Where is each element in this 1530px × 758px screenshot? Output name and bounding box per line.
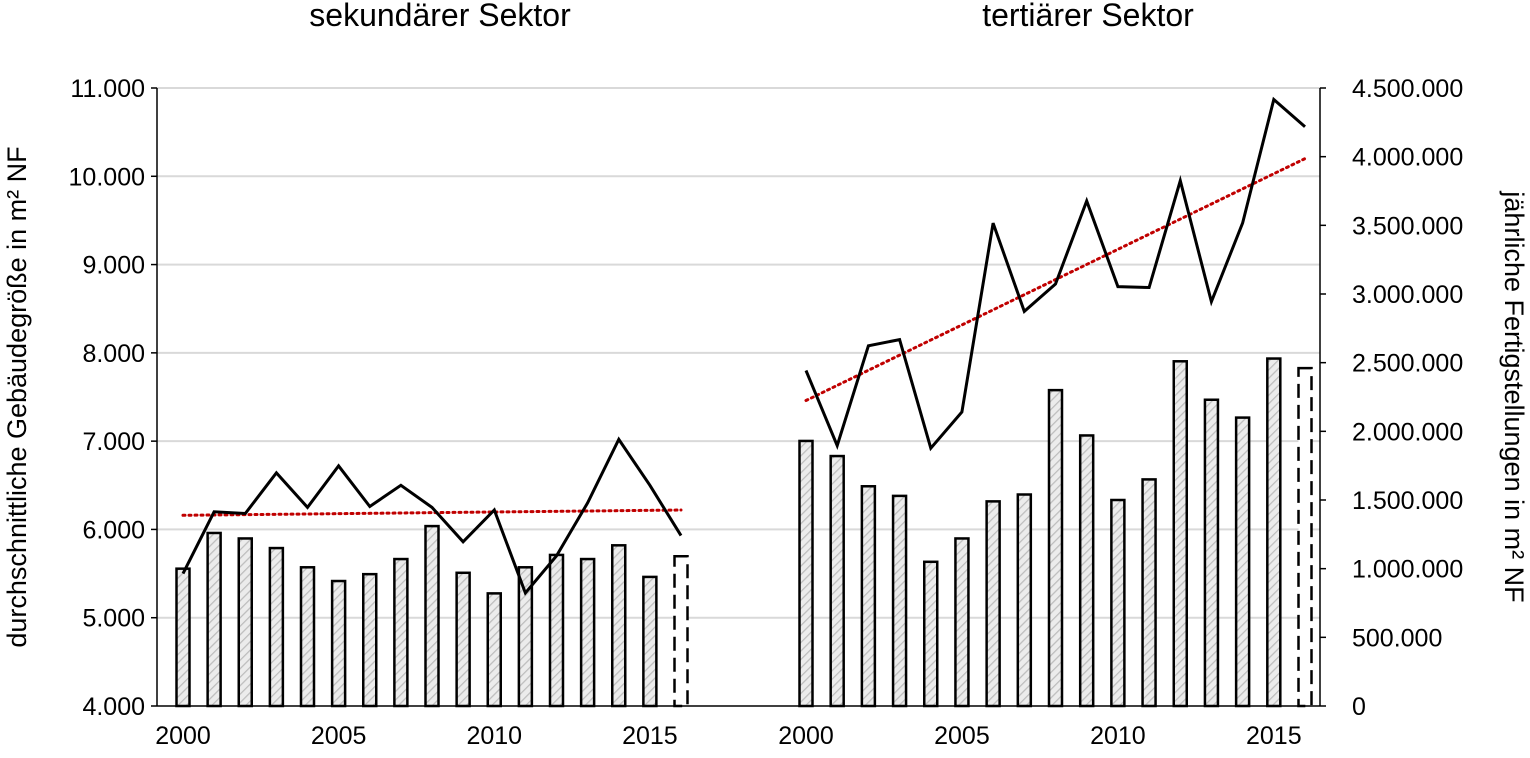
y-left-tick-label: 4.000 [82, 693, 145, 721]
x-tick-label: 2005 [311, 722, 367, 750]
bars-layer [175, 357, 1313, 708]
bar [548, 553, 565, 708]
y-left-tick-label: 7.000 [82, 428, 145, 456]
bar [860, 485, 877, 708]
y-left-axis-title: durchschnittliche Gebäudegröße in m² NF [2, 146, 32, 647]
y-right-tick-label: 3.000.000 [1352, 281, 1463, 309]
y-right-tick-label: 1.000.000 [1352, 556, 1463, 584]
bar [1141, 478, 1157, 708]
y-right-tick-label: 2.000.000 [1352, 418, 1463, 446]
y-right-tick-label: 2.500.000 [1352, 350, 1463, 378]
y-right-tick-label: 500.000 [1352, 624, 1442, 652]
y-left-tick-label: 11.000 [70, 75, 145, 103]
bar [268, 546, 285, 708]
bar [1172, 360, 1188, 708]
bar-estimated [673, 555, 689, 708]
bar [424, 524, 440, 708]
bar [954, 537, 970, 708]
x-tick-label: 2000 [778, 722, 834, 750]
bar [1016, 493, 1033, 708]
bar [829, 454, 845, 708]
bar [455, 571, 471, 708]
bar [923, 560, 939, 708]
y-left-tick-label: 10.000 [69, 163, 145, 191]
bar [1234, 416, 1251, 708]
x-tick-label: 2000 [155, 722, 211, 750]
y-left-tick-label: 6.000 [82, 516, 145, 544]
bar [393, 557, 409, 708]
y-left-tick-label: 5.000 [82, 605, 145, 633]
bar [611, 544, 627, 708]
bar [579, 557, 596, 708]
bar [237, 537, 253, 708]
bar [985, 500, 1001, 708]
trend-line [181, 508, 683, 517]
y-left-tick-label: 9.000 [82, 252, 145, 280]
bar [798, 439, 814, 708]
bar [891, 494, 908, 708]
x-tick-label: 2010 [1090, 722, 1146, 750]
panel-title-secondary: sekundärer Sektor [309, 0, 571, 33]
gridlines [157, 87, 1320, 619]
bar [1203, 398, 1220, 708]
bar [206, 531, 222, 708]
trend-line [804, 157, 1307, 403]
y-right-tick-label: 4.500.000 [1352, 75, 1463, 103]
bar [1266, 357, 1282, 708]
bar [1110, 498, 1126, 708]
bar [1047, 388, 1064, 708]
bar [362, 572, 378, 708]
avg-size-line [181, 436, 683, 596]
avg-size-line [804, 96, 1306, 452]
bar [330, 579, 347, 708]
x-tick-label: 2005 [934, 722, 990, 750]
x-tick-label: 2010 [466, 722, 522, 750]
y-right-axis-title: jährliche Fertigstellungen in m² NF [1499, 190, 1529, 602]
bar [175, 567, 191, 708]
x-tick-label: 2015 [1246, 722, 1302, 750]
lines-layer [181, 96, 1307, 596]
bar [1078, 434, 1095, 708]
y-right-tick-label: 0 [1352, 693, 1366, 721]
bar [486, 592, 502, 708]
bar [642, 575, 658, 708]
panel-title-tertiary: tertiärer Sektor [982, 0, 1194, 33]
y-left-tick-label: 8.000 [82, 340, 145, 368]
x-tick-label: 2015 [622, 722, 678, 750]
y-right-tick-label: 1.500.000 [1352, 487, 1463, 515]
bar [299, 566, 316, 708]
y-right-tick-label: 3.500.000 [1352, 212, 1463, 240]
y-right-tick-label: 4.000.000 [1352, 144, 1463, 172]
axes-layer: 4.000 5.000 6.000 7.000 8.000 9.000 10.000 11.0… [69, 75, 1464, 750]
bar-estimated [1297, 366, 1313, 708]
